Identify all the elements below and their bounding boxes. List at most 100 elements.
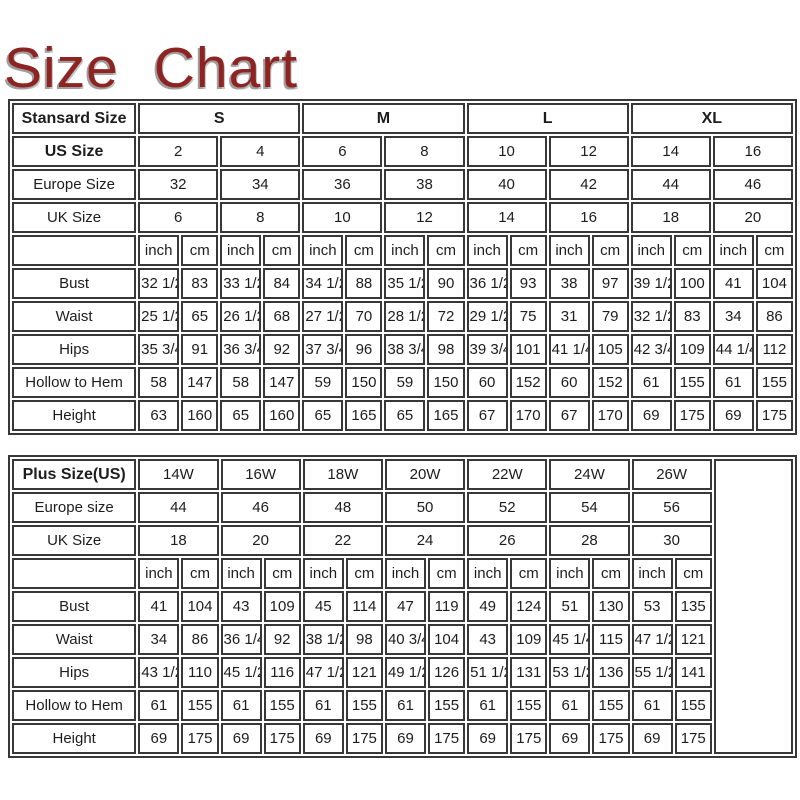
table-cell: 20W <box>384 459 466 490</box>
table-cell: 29 1/2 <box>466 301 508 332</box>
table-cell: 65 <box>384 400 426 431</box>
table-cell: 79 <box>591 301 629 332</box>
table-cell: 109 <box>510 624 548 655</box>
table-cell: 44 <box>630 169 711 200</box>
table-cell: 31 <box>548 301 590 332</box>
table-cell: 2 <box>138 136 219 167</box>
table-cell: cm <box>263 235 301 266</box>
table-cell: cm <box>427 235 465 266</box>
table-cell: 42 <box>548 169 629 200</box>
table-cell: 121 <box>345 657 383 688</box>
table-cell: cm <box>674 558 712 589</box>
table-cell: 119 <box>428 591 466 622</box>
table-cell: Hollow to Hem <box>12 690 137 721</box>
table-cell: cm <box>263 558 301 589</box>
table-cell: 75 <box>509 301 547 332</box>
table-cell: 38 1/2 <box>302 624 344 655</box>
table-cell: 43 <box>467 624 509 655</box>
table-cell: 32 1/2 <box>630 301 672 332</box>
table-cell: Hips <box>12 334 137 365</box>
table-row: inch cm inch cm inch cm inch cm inch cm inch cm inch… <box>12 558 793 589</box>
table-cell: inch <box>384 235 426 266</box>
table-cell: 61 <box>220 690 262 721</box>
table-cell: 131 <box>510 657 548 688</box>
table-cell: 32 <box>138 169 219 200</box>
table-cell: 38 <box>384 169 465 200</box>
table-cell: 14W <box>138 459 219 490</box>
table-cell: 69 <box>138 723 180 754</box>
table-cell: 41 <box>712 268 754 299</box>
table-cell: 47 1/2 <box>302 657 344 688</box>
table-cell: 22W <box>467 459 548 490</box>
table-cell: cm <box>181 558 219 589</box>
table-cell: Stansard Size <box>12 103 137 134</box>
table-cell: 14 <box>466 202 547 233</box>
table-row: Hips 43 1/2 110 45 1/2 116 47 1/2 121 49 1/2 126… <box>12 657 793 688</box>
table-cell: S <box>138 103 301 134</box>
table-cell: 175 <box>510 723 548 754</box>
table-row: US Size 2 4 6 8 10 12 14 16 <box>12 136 793 167</box>
table-cell: 67 <box>466 400 508 431</box>
table-cell: 69 <box>384 723 427 754</box>
table-cell: cm <box>345 558 383 589</box>
table-cell: 18W <box>302 459 383 490</box>
table-cell: 100 <box>673 268 711 299</box>
table-cell: 40 <box>466 169 547 200</box>
table-cell: 50 <box>384 492 466 523</box>
table-cell: 65 <box>220 400 262 431</box>
table-cell: 45 1/2 <box>220 657 262 688</box>
table-cell: 16W <box>220 459 301 490</box>
table-cell: 155 <box>592 690 630 721</box>
table-cell: 36 1/2 <box>466 268 508 299</box>
table-cell: 104 <box>755 268 793 299</box>
table-cell: 61 <box>138 690 180 721</box>
table-cell: 8 <box>220 202 301 233</box>
table-cell: 69 <box>631 723 673 754</box>
table-cell: 104 <box>428 624 466 655</box>
table-row: Waist 25 1/2 65 26 1/2 68 27 1/2 70 28 1/2 72 29 … <box>12 301 793 332</box>
table-cell: 43 1/2 <box>138 657 180 688</box>
table-row: Europe Size 32 34 36 38 40 42 44 46 <box>12 169 793 200</box>
table-cell: 91 <box>181 334 219 365</box>
table-cell: 34 1/2 <box>302 268 344 299</box>
table-cell: 170 <box>591 400 629 431</box>
table-cell: 170 <box>509 400 547 431</box>
table-cell: 45 <box>302 591 344 622</box>
table-cell: 28 1/2 <box>384 301 426 332</box>
table-cell: 45 1/4 <box>549 624 591 655</box>
table-cell: 155 <box>428 690 466 721</box>
table-cell: 24 <box>384 525 466 556</box>
table-cell: L <box>466 103 629 134</box>
table-cell: 34 <box>220 169 301 200</box>
table-cell: cm <box>592 558 630 589</box>
table-cell: 116 <box>263 657 301 688</box>
table-cell: 150 <box>427 367 465 398</box>
table-cell: 165 <box>345 400 383 431</box>
table-cell <box>12 558 137 589</box>
table-cell: 51 <box>549 591 591 622</box>
table-cell: Hips <box>12 657 137 688</box>
table-cell: 61 <box>384 690 427 721</box>
table-cell: 175 <box>345 723 383 754</box>
table-cell: 53 <box>631 591 673 622</box>
table-cell: Height <box>12 400 137 431</box>
table-cell: Europe Size <box>12 169 137 200</box>
table-cell: UK Size <box>12 202 137 233</box>
table-cell: Bust <box>12 591 137 622</box>
table-cell: inch <box>138 235 180 266</box>
table-cell: 59 <box>302 367 344 398</box>
table-cell: 175 <box>674 723 712 754</box>
table-cell: 34 <box>138 624 180 655</box>
table-cell: inch <box>631 558 673 589</box>
table-cell: 124 <box>510 591 548 622</box>
table-cell: cm <box>428 558 466 589</box>
table-cell: Bust <box>12 268 137 299</box>
table-cell: 69 <box>549 723 591 754</box>
table-cell: 152 <box>591 367 629 398</box>
table-cell: 40 3/4 <box>384 624 427 655</box>
table-row: Hollow to Hem 61 155 61 155 61 155 61 155 61 155 61… <box>12 690 793 721</box>
table-cell: 175 <box>428 723 466 754</box>
table-cell: 61 <box>712 367 754 398</box>
table-cell: 90 <box>427 268 465 299</box>
table-cell: 67 <box>548 400 590 431</box>
